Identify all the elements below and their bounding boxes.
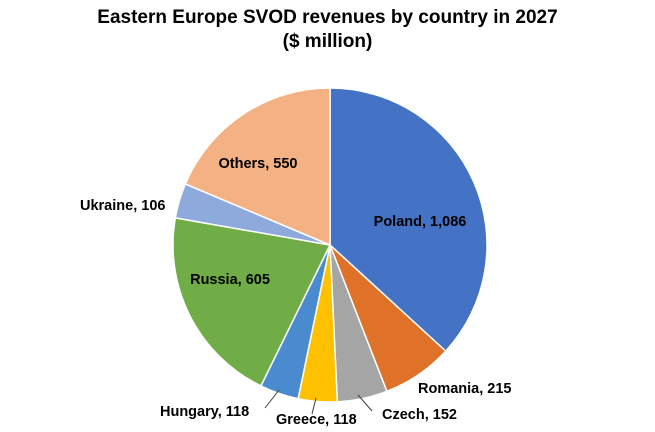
slice-label-czech: Czech, 152 — [382, 407, 457, 423]
slice-label-hungary: Hungary, 118 — [160, 404, 249, 420]
pie-slice-others — [184, 87, 331, 247]
pie-slice-russia — [172, 217, 332, 387]
slice-label-poland: Poland, 1,086 — [374, 214, 467, 230]
chart-title-block: Eastern Europe SVOD revenues by country … — [0, 6, 655, 54]
slice-label-russia: Russia, 605 — [190, 272, 270, 288]
pie-slices — [172, 87, 488, 403]
chart-title: Eastern Europe SVOD revenues by country … — [97, 7, 558, 28]
chart-subtitle: ($ million) — [282, 31, 373, 52]
slice-label-others: Others, 550 — [219, 156, 298, 172]
slice-labels: Poland, 1,086 Romania, 215 Czech, 152 Greec… — [80, 156, 512, 428]
slice-label-romania: Romania, 215 — [418, 381, 512, 397]
leader-line-greece — [311, 397, 317, 415]
leader-line-czech — [357, 394, 373, 412]
pie-slice-poland — [329, 87, 488, 353]
leader-line-hungary — [264, 389, 280, 409]
slice-label-greece: Greece, 118 — [276, 412, 357, 428]
slice-label-ukraine: Ukraine, 106 — [80, 198, 165, 214]
leader-lines — [264, 389, 373, 415]
